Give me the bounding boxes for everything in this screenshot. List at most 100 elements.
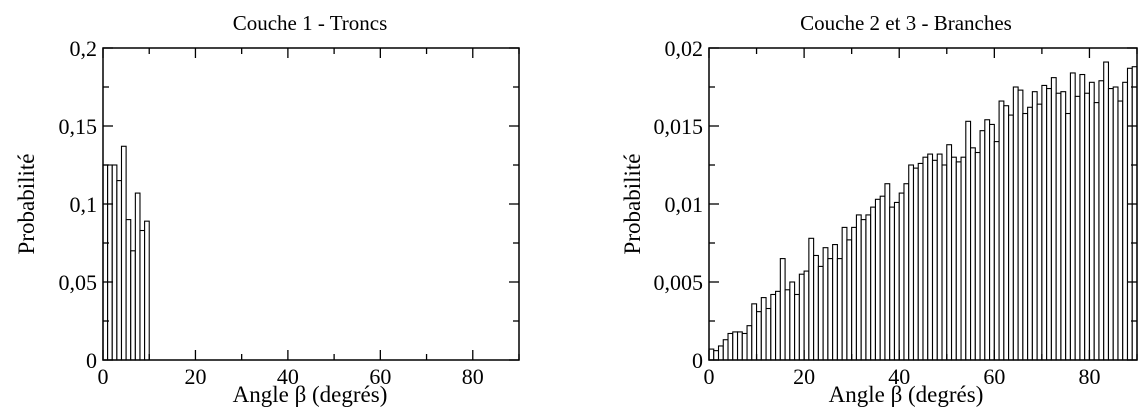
x-tick-label: 40 [888,364,910,389]
histogram-bar [1036,103,1043,361]
histogram-bars [102,145,150,361]
histogram-bar [746,325,753,361]
x-tick-label: 60 [983,364,1005,389]
histogram-bar [1050,77,1057,361]
histogram-bar [1103,61,1110,361]
histogram-bar [884,183,891,361]
y-tick-label: 0,1 [70,192,98,217]
histogram-bar [756,311,762,361]
y-axis-label: Probabilité [620,154,645,255]
histogram-bar [798,273,805,361]
histogram-bar [998,100,1005,361]
y-tick-label: 0 [692,348,703,373]
histogram-bar [1098,80,1105,361]
histogram-bar [965,120,972,361]
histogram-bar [134,192,141,361]
histogram-bar [936,153,943,361]
x-tick-label: 60 [369,364,391,389]
histogram-bar [917,162,924,361]
histogram-bars [708,61,1138,361]
histogram-bar [908,164,915,361]
y-tick-label: 0,2 [70,36,98,61]
histogram-bar [765,307,772,361]
histogram-bar [803,270,810,361]
histogram-bar [950,156,957,361]
x-axis-label: Angle β (degrés) [233,382,388,407]
y-tick-label: 0 [86,348,97,373]
x-tick-label: 40 [277,364,299,389]
panel-branches: Couche 2 et 3 - Branches Probabilité Ang… [620,11,1138,407]
histogram-bar [889,206,896,361]
y-tick-label: 0,15 [59,114,98,139]
histogram-bar [1041,84,1048,361]
histogram-bar [775,290,781,361]
histogram-bar [1060,91,1067,361]
histogram-bar [808,237,815,361]
histogram-bar [955,161,962,361]
histogram-bar [970,147,976,361]
histogram-bar [898,192,905,361]
histogram-bar [736,331,743,361]
x-tick-label: 20 [793,364,815,389]
chart-title: Couche 1 - Troncs [233,11,388,35]
histogram-bar [1084,92,1090,361]
histogram-bar [841,226,848,361]
histogram-bar [879,195,886,361]
histogram-bar [931,159,938,361]
histogram-bar [794,293,800,361]
histogram-bar [789,281,796,361]
histogram-bar [111,164,118,361]
histogram-bar [770,293,777,361]
histogram-bar [832,244,838,361]
histogram-bar [989,123,995,361]
y-tick-label: 0,005 [654,270,704,295]
histogram-bar [125,219,132,361]
histogram-bar [1003,105,1010,361]
histogram-bar [836,258,843,361]
histogram-bar [927,153,934,361]
histogram-bar [855,214,862,361]
histogram-bar [1122,81,1129,361]
histogram-bar [107,164,113,361]
histogram-bar [1008,114,1014,361]
y-tick-label: 0,02 [665,36,704,61]
histogram-bar [874,198,881,361]
histogram-bar [120,145,127,361]
histogram-bar [912,167,919,361]
histogram-bar [784,289,791,361]
histogram-bar [974,151,981,361]
histogram-bar [732,331,739,361]
histogram-bar [1126,67,1133,361]
histogram-bar [860,219,867,361]
histogram-bar [979,130,986,361]
histogram-bar [1012,86,1019,361]
histogram-bar [870,206,876,361]
histogram-bar [717,345,724,361]
histogram-bar [903,183,910,361]
panel-troncs: Couche 1 - Troncs Probabilité Angle β (d… [14,11,520,407]
histogram-bar [1107,88,1114,361]
histogram-bar [1055,92,1062,361]
tick-labels: 0 20 40 60 80 0 0,005 0,01 0,015 0,02 [654,36,1101,389]
histogram-bar [1093,102,1100,361]
histogram-bar [984,119,991,361]
histogram-bar [779,258,786,361]
histogram-bar [116,180,123,361]
x-axis-label: Angle β (degrés) [829,382,984,407]
histogram-bar [1112,86,1119,361]
histogram-bar [1079,73,1086,361]
histogram-bar [751,303,758,361]
histogram-bar [1046,88,1052,361]
histogram-bar [893,201,900,361]
histogram-bar [922,156,929,361]
histogram-bar [846,239,853,361]
histogram-bar [144,220,150,361]
histogram-bar [817,265,824,361]
histogram-bar [741,332,748,361]
histogram-bar [722,339,729,361]
x-tick-label: 0 [98,364,109,389]
histogram-bar [946,144,953,361]
histogram-bar [865,214,872,361]
histogram-bar [713,350,720,361]
plot-frame [708,47,1138,361]
